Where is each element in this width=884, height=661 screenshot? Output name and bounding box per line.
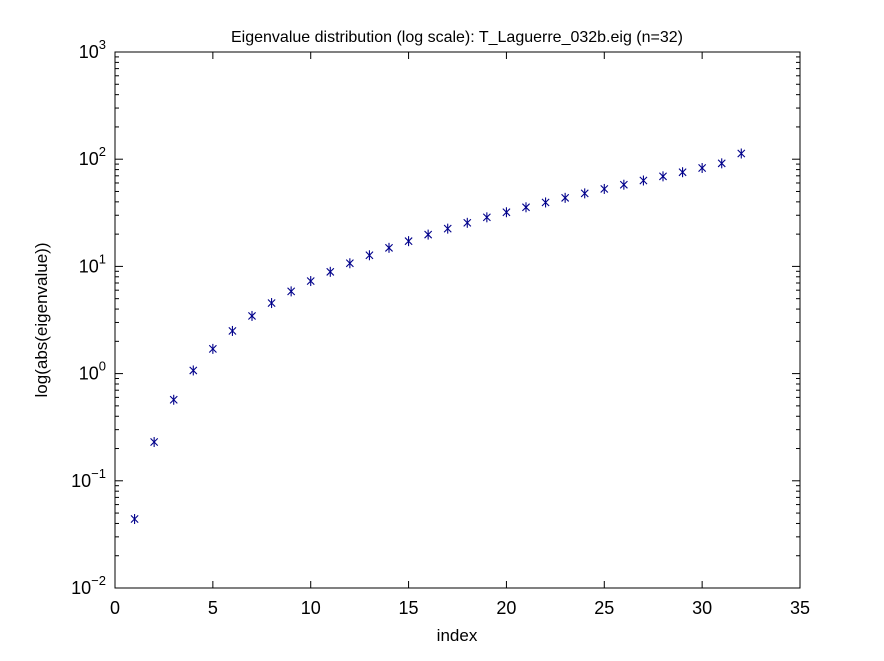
data-point	[698, 162, 707, 173]
y-tick-label: 101	[79, 251, 106, 276]
x-tick-label: 10	[301, 598, 321, 618]
x-tick-label: 5	[208, 598, 218, 618]
y-tick-label: 102	[79, 144, 106, 169]
y-tick-label: 10−1	[71, 466, 106, 491]
data-point	[169, 394, 178, 405]
y-tick-label: 10−2	[71, 573, 106, 598]
x-tick-label: 15	[399, 598, 419, 618]
data-point	[228, 325, 237, 336]
data-point	[600, 183, 609, 194]
x-axis-label: index	[437, 626, 478, 645]
data-point	[561, 192, 570, 203]
y-tick-label: 100	[79, 359, 106, 384]
data-point	[248, 310, 256, 321]
data-point	[287, 286, 296, 297]
data-point	[424, 229, 433, 240]
data-point	[522, 202, 530, 213]
data-point	[463, 217, 472, 228]
y-axis: 10−2 10−1 100 101 102 103	[71, 37, 800, 598]
x-tick-label: 25	[594, 598, 614, 618]
data-point	[385, 242, 393, 253]
chart-title: Eigenvalue distribution (log scale): T_L…	[231, 29, 683, 46]
data-point	[659, 171, 667, 182]
data-point	[580, 188, 589, 199]
data-point	[502, 207, 511, 218]
data-point	[306, 276, 315, 287]
data-point	[619, 179, 628, 190]
x-tick-label: 35	[790, 598, 810, 618]
x-tick-label: 0	[110, 598, 120, 618]
y-axis-label: log(abs(eigenvalue))	[32, 243, 51, 398]
data-point	[267, 298, 276, 309]
data-series	[130, 148, 746, 525]
x-tick-label: 30	[692, 598, 712, 618]
data-point	[345, 258, 354, 269]
data-point	[717, 158, 726, 169]
data-point	[365, 250, 374, 261]
data-point	[326, 266, 335, 277]
y-tick-label: 103	[79, 37, 106, 62]
data-point	[404, 236, 413, 247]
x-tick-label: 20	[496, 598, 516, 618]
x-axis: 0 5 10 15 20 25 30 35	[110, 52, 810, 618]
data-point	[541, 197, 550, 208]
data-point	[208, 343, 217, 354]
data-point	[639, 175, 648, 186]
data-point	[150, 437, 159, 448]
data-point	[737, 148, 746, 159]
data-point	[189, 365, 198, 376]
plot-area	[114, 51, 801, 589]
data-point	[482, 212, 491, 223]
data-point	[678, 167, 687, 178]
data-point	[443, 223, 452, 234]
data-point	[130, 514, 139, 525]
